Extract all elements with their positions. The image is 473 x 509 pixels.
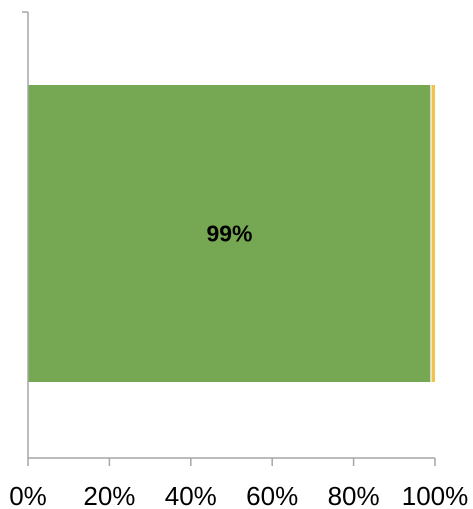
x-tick-labels-group: 0% 20% 40% 60% 80% 100%: [9, 481, 468, 509]
x-tick-label: 80%: [328, 481, 380, 509]
bar-segment-1: [28, 85, 431, 382]
x-ticks-group: [22, 11, 436, 466]
bar-segment-2: [430, 85, 435, 382]
x-tick-label: 20%: [83, 481, 135, 509]
data-label: 99%: [206, 221, 252, 247]
x-tick-label: 100%: [402, 481, 469, 509]
data-labels-group: 99%: [206, 221, 252, 247]
bars-group: [28, 85, 435, 382]
x-tick-label: 40%: [165, 481, 217, 509]
x-tick-label: 0%: [9, 481, 47, 509]
x-tick-label: 60%: [246, 481, 298, 509]
